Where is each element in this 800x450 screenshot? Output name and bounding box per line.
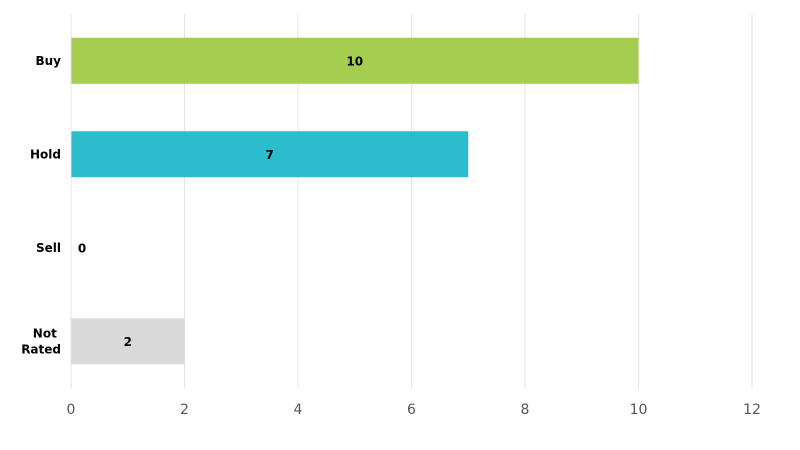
- y-tick-label-line: Buy: [35, 53, 61, 67]
- x-tick-label: 10: [630, 402, 648, 418]
- value-label: 2: [124, 335, 132, 349]
- x-tick-label: 0: [67, 402, 76, 418]
- y-tick-label-line: Hold: [30, 147, 61, 161]
- y-tick-label: Hold: [30, 147, 61, 161]
- x-tick-label: 4: [294, 402, 303, 418]
- value-label: 7: [265, 148, 273, 162]
- x-tick-label: 6: [407, 402, 416, 418]
- bar: [71, 131, 469, 178]
- bar: [71, 37, 639, 84]
- y-tick-label-line: Not: [33, 326, 61, 340]
- x-tick-label: 8: [521, 402, 530, 418]
- bar: [71, 318, 185, 365]
- value-label: 0: [78, 241, 86, 255]
- y-tick-label-line: Sell: [36, 240, 61, 254]
- value-label: 10: [346, 54, 363, 68]
- x-tick-label: 2: [180, 402, 189, 418]
- y-tick-label: Buy: [35, 53, 61, 67]
- y-tick-label: Sell: [36, 240, 61, 254]
- y-tick-label: Not Rated: [21, 326, 61, 356]
- x-tick-label: 12: [743, 402, 761, 418]
- y-tick-label-line: Rated: [21, 342, 61, 356]
